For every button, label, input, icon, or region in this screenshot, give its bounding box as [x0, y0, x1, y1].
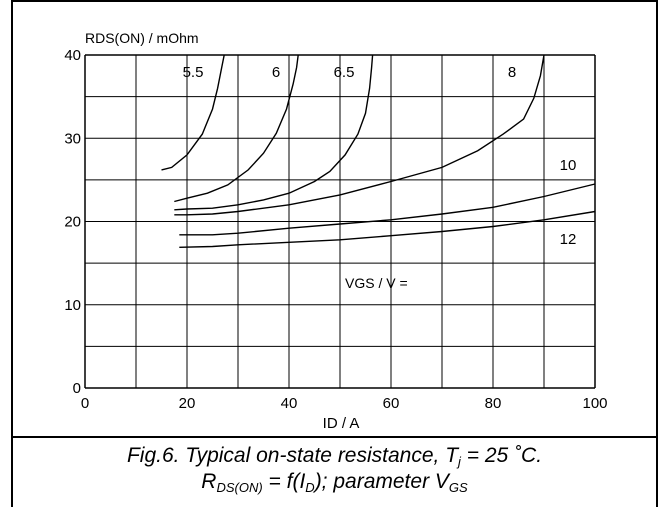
caption-subscript: GS [448, 480, 468, 495]
x-tick-label: 60 [383, 395, 400, 412]
parameter-label: VGS / V = [345, 275, 408, 291]
grid [84, 54, 596, 389]
series-label: 12 [560, 231, 577, 248]
caption-text: R [201, 470, 217, 493]
series-label: 10 [560, 157, 577, 174]
x-tick-label: 0 [81, 395, 89, 412]
y-tick-label: 0 [73, 380, 81, 397]
x-tick-label: 40 [281, 395, 298, 412]
x-tick-label: 100 [582, 395, 607, 412]
y-tick-label: 30 [64, 130, 81, 147]
caption-text: = f(I [262, 470, 306, 493]
caption-subscript: DS(ON) [216, 480, 263, 495]
series-line-vgs-12 [179, 210, 596, 248]
caption-text: ); parameter V [314, 470, 449, 493]
series-label: 8 [508, 64, 516, 81]
x-tick-label: 20 [179, 395, 196, 412]
series-group [161, 54, 596, 248]
caption-text: Fig.6. Typical on-state resistance, T [126, 444, 459, 467]
caption-line-1: Fig.6. Typical on-state resistance, Tj =… [0, 444, 669, 469]
series-line-vgs-10 [179, 183, 596, 236]
caption-subscript: j [458, 454, 461, 469]
caption-subscript: D [305, 480, 315, 495]
x-tick-label: 80 [485, 395, 502, 412]
caption-text: = 25 ˚C. [460, 444, 543, 467]
series-line-vgs-5-5 [161, 54, 225, 171]
series-label: 5.5 [183, 64, 204, 81]
y-tick-label: 20 [64, 214, 81, 231]
series-line-vgs-6-5 [174, 54, 374, 211]
series-line-vgs-6 [174, 54, 299, 203]
series-label: 6 [272, 64, 280, 81]
y-axis-label: RDS(ON) / mOhm [85, 30, 199, 46]
axes: RDS(ON) / mOhm ID / A VGS / V = 0 20 40 60 8… [64, 30, 607, 432]
y-tick-label: 40 [64, 47, 81, 64]
y-tick-label: 10 [64, 297, 81, 314]
x-axis-label: ID / A [323, 415, 360, 432]
caption-line-2: RDS(ON) = f(ID); parameter VGS [0, 470, 669, 495]
figure-frame [11, 0, 658, 507]
series-label: 6.5 [334, 64, 355, 81]
series-line-vgs-8 [174, 54, 545, 216]
